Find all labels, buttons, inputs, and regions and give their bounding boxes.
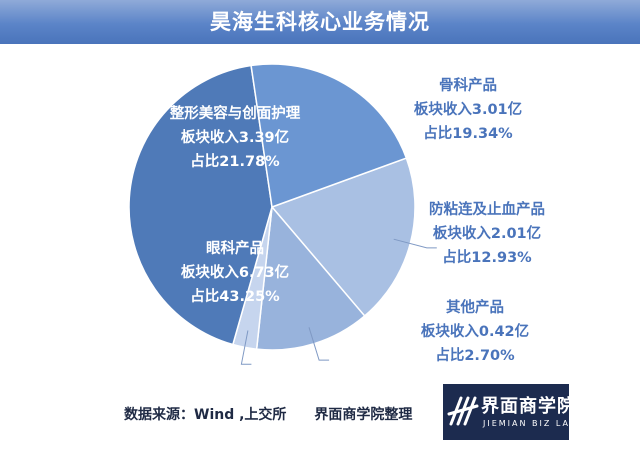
slice-name: 整形美容与创面护理 <box>169 106 301 122</box>
pie-slices <box>128 63 416 351</box>
slice-label-plastic-surgery: 整形美容与创面护理 板块收入3.39亿 占比21.78% <box>150 102 320 174</box>
pie-chart <box>128 63 437 365</box>
slice-share: 占比2.70% <box>435 348 515 364</box>
slice-name: 防粘连及止血产品 <box>429 202 545 218</box>
leader-line-2 <box>240 330 252 365</box>
logo-mark-icon <box>447 396 479 426</box>
slice-name: 眼科产品 <box>206 241 264 257</box>
pie-slice-4 <box>250 63 408 209</box>
slice-revenue: 板块收入0.42亿 <box>420 324 530 340</box>
slice-label-ophthalmology: 眼科产品 板块收入6.73亿 占比43.25% <box>150 237 320 309</box>
slice-share: 占比19.34% <box>423 126 513 142</box>
pie-slice-3 <box>128 64 273 346</box>
slice-revenue: 板块收入3.01亿 <box>413 102 523 118</box>
slice-name: 骨科产品 <box>439 78 497 94</box>
slice-share: 占比21.78% <box>190 154 280 170</box>
leader-lines <box>240 238 437 365</box>
chart-title: 昊海生科核心业务情况 <box>210 10 430 34</box>
slice-revenue: 板块收入2.01亿 <box>432 226 542 242</box>
leader-line-0 <box>393 238 437 249</box>
logo-text-en: JIEMIAN BIZ LAB <box>483 419 578 428</box>
slice-share: 占比12.93% <box>442 250 532 266</box>
slice-revenue: 板块收入6.73亿 <box>180 265 290 281</box>
leader-line-1 <box>308 327 330 361</box>
data-source-note: 数据来源：Wind ,上交所 界面商学院整理 <box>124 407 413 423</box>
slice-revenue: 板块收入3.39亿 <box>180 130 290 146</box>
slice-name: 其他产品 <box>446 300 504 316</box>
slice-share: 占比43.25% <box>190 289 280 305</box>
slice-label-orthopedics: 骨科产品 板块收入3.01亿 占比19.34% <box>398 74 538 146</box>
title-bar <box>0 0 640 44</box>
slice-label-anti-adhesion: 防粘连及止血产品 板块收入2.01亿 占比12.93% <box>412 198 562 270</box>
slice-label-other: 其他产品 板块收入0.42亿 占比2.70% <box>405 296 545 368</box>
jiemian-logo: 界面商学院 JIEMIAN BIZ LAB <box>443 384 576 440</box>
logo-text-cn: 界面商学院 <box>481 396 576 417</box>
